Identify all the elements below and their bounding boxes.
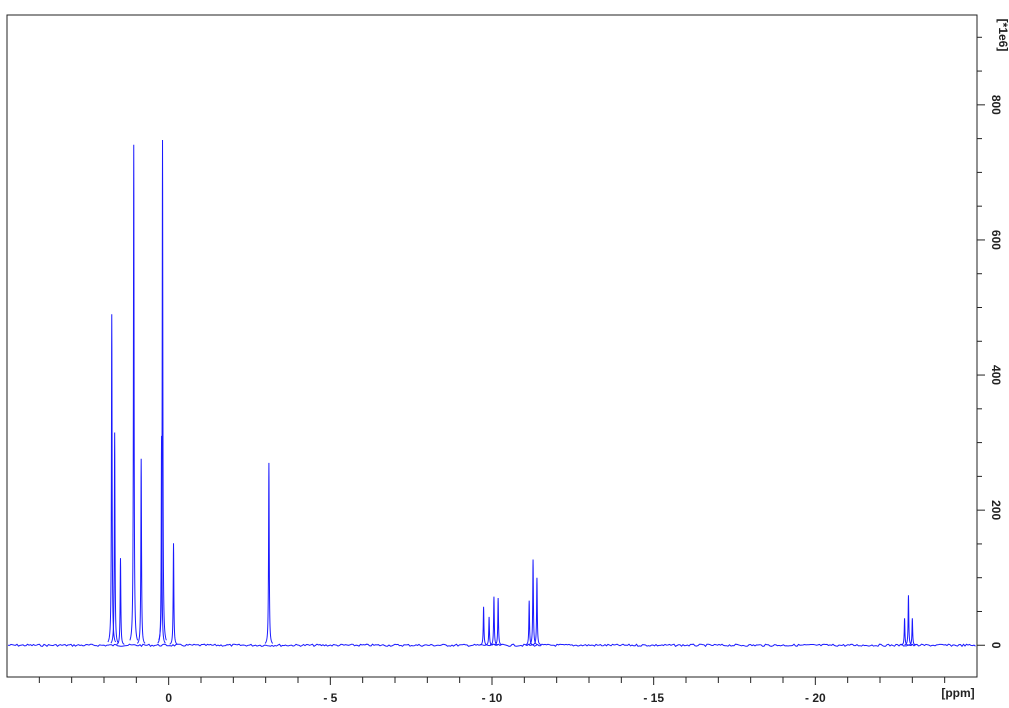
spectrum-peak — [489, 596, 498, 646]
spectrum-peak — [525, 600, 534, 646]
x-axis-label: [ppm] — [941, 686, 974, 700]
spectrum-peak — [900, 618, 909, 646]
y-tick-label: 600 — [989, 230, 1003, 250]
spectrum-peak — [158, 139, 167, 641]
x-axis: 0 - 5 - 10 - 15 - 20 — [38, 677, 946, 705]
spectrum-peak — [157, 435, 166, 644]
spectrum-peak — [479, 606, 488, 646]
spectrum-peak — [494, 597, 503, 646]
spectrum-peak — [169, 543, 178, 645]
spectrum-peak — [110, 432, 119, 644]
spectrum-peak — [136, 458, 146, 644]
y-tick-label: 800 — [989, 95, 1003, 115]
y-tick-label: 0 — [989, 642, 1003, 649]
x-tick-label: - 5 — [323, 691, 337, 705]
spectrum-peak — [532, 577, 541, 646]
spectrum-peak — [904, 595, 913, 646]
y-axis-label: [*1e6] — [996, 19, 1009, 52]
x-tick-label: 0 — [165, 691, 172, 705]
plot-frame — [6, 14, 978, 678]
spectrum-peak — [116, 558, 125, 645]
x-tick-label: - 20 — [805, 691, 826, 705]
y-tick-label: 400 — [989, 365, 1003, 385]
spectrum-peak — [107, 314, 117, 643]
spectrum-peak — [485, 616, 494, 646]
spectrum-series — [7, 139, 976, 648]
spectrum-peak — [129, 144, 139, 641]
x-tick-label: - 10 — [482, 691, 503, 705]
y-axis: 0 200 400 600 800 — [977, 36, 1003, 649]
spectrum-peak — [264, 462, 274, 644]
y-tick-label: 200 — [989, 500, 1003, 520]
spectrum-peak — [528, 559, 538, 645]
spectrum-peak — [908, 618, 917, 646]
x-tick-label: - 15 — [643, 691, 664, 705]
